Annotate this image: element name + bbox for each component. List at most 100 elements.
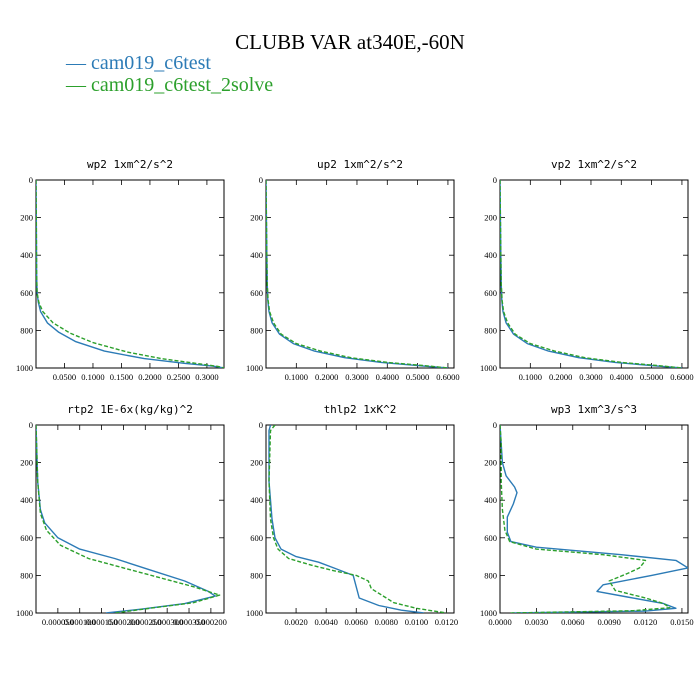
panel-6-xtick-label: 0.0120 bbox=[634, 617, 657, 627]
panel-2-xtick-label: 0.6000 bbox=[436, 372, 459, 382]
panel-6-xtick-label: 0.0030 bbox=[525, 617, 548, 627]
panel-4-xtick-label: 0.000250 bbox=[129, 617, 161, 627]
panel-1-series-cam019-c6test bbox=[36, 180, 224, 368]
panel-4-series-cam019-c6test bbox=[36, 425, 216, 613]
panel-6-xtick-label: 0.0060 bbox=[561, 617, 584, 627]
panel-6-ytick-label: 800 bbox=[484, 570, 497, 580]
panel-4-xtick-label: 0.000150 bbox=[86, 617, 118, 627]
panel-1-xtick-label: 0.1500 bbox=[110, 372, 133, 382]
panel-6-ytick-label: 400 bbox=[484, 495, 497, 505]
panel-1-ytick-label: 200 bbox=[20, 213, 33, 223]
panel-2-xtick-label: 0.1000 bbox=[285, 372, 308, 382]
panel-4: rtp2 1E-6x(kg/kg)^2 0 200 400 600 800 1000 0.00… bbox=[16, 403, 227, 627]
panel-6-ytick-label: 200 bbox=[484, 458, 497, 468]
panel-1-frame bbox=[35, 179, 225, 369]
panel-1-xtick-label: 0.2000 bbox=[138, 372, 161, 382]
panel-3-ytick-label: 800 bbox=[484, 325, 497, 335]
panel-5-xtick-label: 0.0080 bbox=[375, 617, 398, 627]
panel-4-xtick-label: 0.000100 bbox=[64, 617, 96, 627]
panel-1-xtick-label: 0.3000 bbox=[195, 372, 218, 382]
panel-4-series-cam019-c6test-2solve bbox=[36, 425, 221, 613]
panel-3-xtick-label: 0.3000 bbox=[579, 372, 602, 382]
panel-5-ytick-label: 800 bbox=[250, 570, 263, 580]
panel-3: vp2 1xm^2/s^2 0 200 400 600 800 1000 0.1000 0.20… bbox=[480, 158, 694, 382]
panel-4-xtick-label: 0.000200 bbox=[108, 617, 140, 627]
panel-5-frame bbox=[265, 424, 455, 614]
panel-1-xtick-label: 0.2500 bbox=[167, 372, 190, 382]
panel-4-ytick-label: 0 bbox=[29, 420, 33, 430]
panel-3-xtick-label: 0.4000 bbox=[610, 372, 633, 382]
panel-5-ytick-label: 400 bbox=[250, 495, 263, 505]
panel-1-ytick-label: 400 bbox=[20, 250, 33, 260]
chart-title: CLUBB VAR at340E,-60N bbox=[235, 30, 465, 54]
panel-2-title: up2 1xm^2/s^2 bbox=[317, 158, 403, 171]
panel-3-series-cam019-c6test-2solve bbox=[500, 180, 682, 368]
panel-2-xtick-label: 0.3000 bbox=[345, 372, 368, 382]
panel-5-xtick-label: 0.0040 bbox=[314, 617, 337, 627]
panel-3-frame bbox=[499, 179, 689, 369]
panel-6-series-cam019-c6test-2solve bbox=[500, 425, 671, 613]
panel-5: thlp2 1xK^2 0 200 400 600 800 1000 0.0020 0.0040… bbox=[246, 403, 458, 627]
panel-2-frame bbox=[265, 179, 455, 369]
panel-2-ytick-label: 400 bbox=[250, 250, 263, 260]
panel-2-ytick-label: 1000 bbox=[246, 363, 263, 373]
panel-1-ytick-label: 600 bbox=[20, 288, 33, 298]
panel-6-xtick-label: 0.0090 bbox=[597, 617, 620, 627]
panel-4-frame bbox=[35, 424, 225, 614]
panel-5-title: thlp2 1xK^2 bbox=[324, 403, 397, 416]
panel-2-series-cam019-c6test bbox=[266, 180, 448, 368]
legend: — cam019_c6test — cam019_c6test_2solve bbox=[65, 52, 273, 96]
panel-5-xtick-label: 0.0060 bbox=[345, 617, 368, 627]
panel-6-title: wp3 1xm^3/s^3 bbox=[551, 403, 637, 416]
panel-2: up2 1xm^2/s^2 0 200 400 600 800 1000 0.1000 0.20… bbox=[246, 158, 460, 382]
panel-2-ytick-label: 0 bbox=[259, 175, 263, 185]
panel-1-ytick-label: 1000 bbox=[16, 363, 33, 373]
panel-4-title: rtp2 1E-6x(kg/kg)^2 bbox=[67, 403, 193, 416]
panel-4-ytick-label: 800 bbox=[20, 570, 33, 580]
panel-4-xtick-label: 0.000300 bbox=[151, 617, 183, 627]
panel-3-ytick-label: 200 bbox=[484, 213, 497, 223]
panel-5-xtick-label: 0.0020 bbox=[284, 617, 307, 627]
panel-4-xtick-label: 0.000350 bbox=[173, 617, 205, 627]
legend-entry-cam019-c6test-2solve: — cam019_c6test_2solve bbox=[65, 74, 273, 96]
panel-2-series-cam019-c6test-2solve bbox=[266, 180, 448, 368]
panel-1-xtick-label: 0.0500 bbox=[53, 372, 76, 382]
panel-grid: wp2 1xm^2/s^2 0 200 400 600 800 1000 0.0500 0.10… bbox=[16, 158, 694, 627]
panel-1-ytick-label: 0 bbox=[29, 175, 33, 185]
panel-3-xtick-label: 0.6000 bbox=[670, 372, 693, 382]
panel-4-xtick-label: 0.000050 bbox=[42, 617, 74, 627]
panel-2-xtick-label: 0.4000 bbox=[376, 372, 399, 382]
panel-3-xtick-label: 0.2000 bbox=[549, 372, 572, 382]
panel-5-xtick-label: 0.0100 bbox=[405, 617, 428, 627]
panel-3-xtick-label: 0.5000 bbox=[640, 372, 663, 382]
panel-5-series-cam019-c6test bbox=[268, 425, 424, 613]
panel-6-xtick-label: 0.0150 bbox=[670, 617, 693, 627]
panel-6-series-cam019-c6test bbox=[500, 425, 688, 613]
panel-5-series-cam019-c6test-2solve bbox=[268, 425, 447, 613]
panel-3-ytick-label: 1000 bbox=[480, 363, 497, 373]
panel-5-ytick-label: 200 bbox=[250, 458, 263, 468]
panel-4-ytick-label: 600 bbox=[20, 533, 33, 543]
panel-3-xtick-label: 0.1000 bbox=[519, 372, 542, 382]
panel-5-xtick-label: 0.0120 bbox=[435, 617, 458, 627]
panel-2-ytick-label: 600 bbox=[250, 288, 263, 298]
panel-6-xtick-label: 0.0000 bbox=[488, 617, 511, 627]
panel-1: wp2 1xm^2/s^2 0 200 400 600 800 1000 0.0500 0.10… bbox=[16, 158, 225, 382]
panel-3-ytick-label: 0 bbox=[493, 175, 497, 185]
panel-5-ytick-label: 1000 bbox=[246, 608, 263, 618]
panel-2-ytick-label: 200 bbox=[250, 213, 263, 223]
panel-5-ytick-label: 600 bbox=[250, 533, 263, 543]
panel-2-xtick-label: 0.5000 bbox=[406, 372, 429, 382]
panel-3-ytick-label: 600 bbox=[484, 288, 497, 298]
panel-6-ytick-label: 600 bbox=[484, 533, 497, 543]
panel-1-ytick-label: 800 bbox=[20, 325, 33, 335]
panel-6-frame bbox=[499, 424, 689, 614]
panel-6-ytick-label: 1000 bbox=[480, 608, 497, 618]
panel-6-ytick-label: 0 bbox=[493, 420, 497, 430]
panel-4-ytick-label: 400 bbox=[20, 495, 33, 505]
panel-5-ytick-label: 0 bbox=[259, 420, 263, 430]
panel-2-xtick-label: 0.2000 bbox=[315, 372, 338, 382]
panel-3-ytick-label: 400 bbox=[484, 250, 497, 260]
